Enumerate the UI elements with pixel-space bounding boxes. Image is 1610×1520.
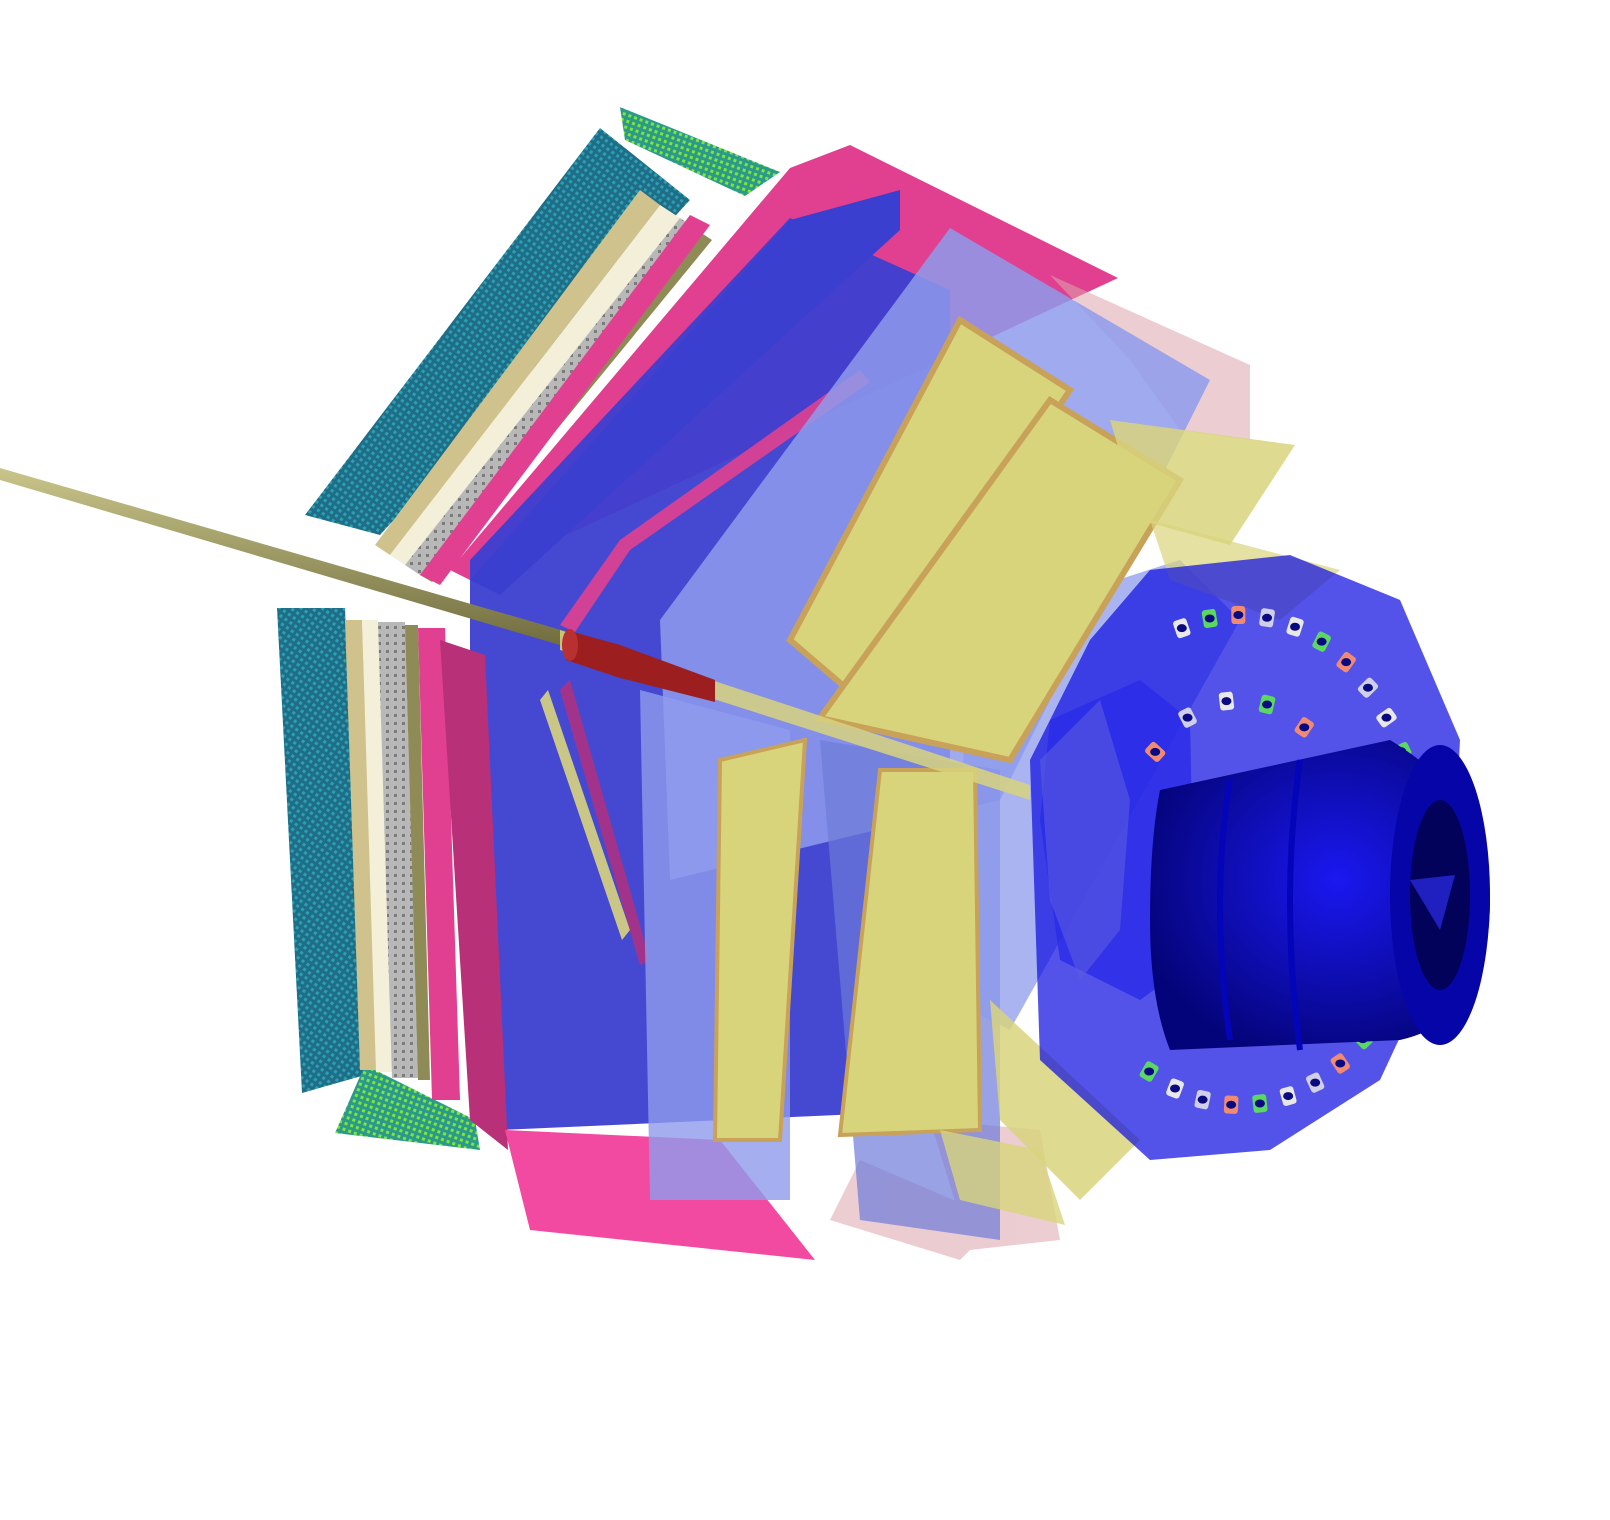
pmt-tube: [1306, 1072, 1325, 1093]
pmt-tube: [1259, 608, 1275, 628]
upper-green-mesh-panel: [620, 107, 780, 196]
pmt-tube: [1376, 707, 1397, 728]
pmt-tube: [1145, 741, 1166, 762]
navy-cylinder: [1150, 740, 1490, 1051]
red-cylinder: [566, 630, 715, 702]
pmt-tube: [1252, 1094, 1268, 1113]
pmt-tube: [1223, 1095, 1239, 1114]
pmt-tube: [1336, 651, 1356, 673]
pmt-tube: [1194, 1089, 1211, 1110]
pmt-tube: [1312, 631, 1331, 652]
pmt-tube: [1231, 605, 1246, 625]
diagonal-struts: [540, 370, 870, 965]
pmt-tube: [1258, 694, 1276, 715]
pmt-tube: [1166, 1078, 1184, 1099]
lower-green-mesh-panel: [335, 1065, 480, 1150]
upper-mesh-panel: [305, 128, 690, 535]
beam-pipe: [0, 468, 1030, 800]
pmt-tube: [1201, 608, 1218, 629]
outer-mesh-layer: [277, 107, 780, 1150]
pmt-tube: [1286, 616, 1304, 637]
pmt-tube: [1173, 618, 1191, 639]
pmt-tube: [1218, 691, 1235, 711]
pmt-tube: [1178, 707, 1197, 728]
pmt-tube: [1357, 677, 1379, 698]
pmt-tube: [1139, 1061, 1159, 1082]
lower-support-rails: [345, 620, 430, 1080]
lower-mesh-panel: [277, 608, 365, 1093]
pmt-tube: [1330, 1053, 1350, 1074]
yellow-fan-panels: [712, 315, 1340, 1225]
pmt-tube: [1279, 1086, 1297, 1106]
pmt-tube: [1294, 717, 1314, 738]
